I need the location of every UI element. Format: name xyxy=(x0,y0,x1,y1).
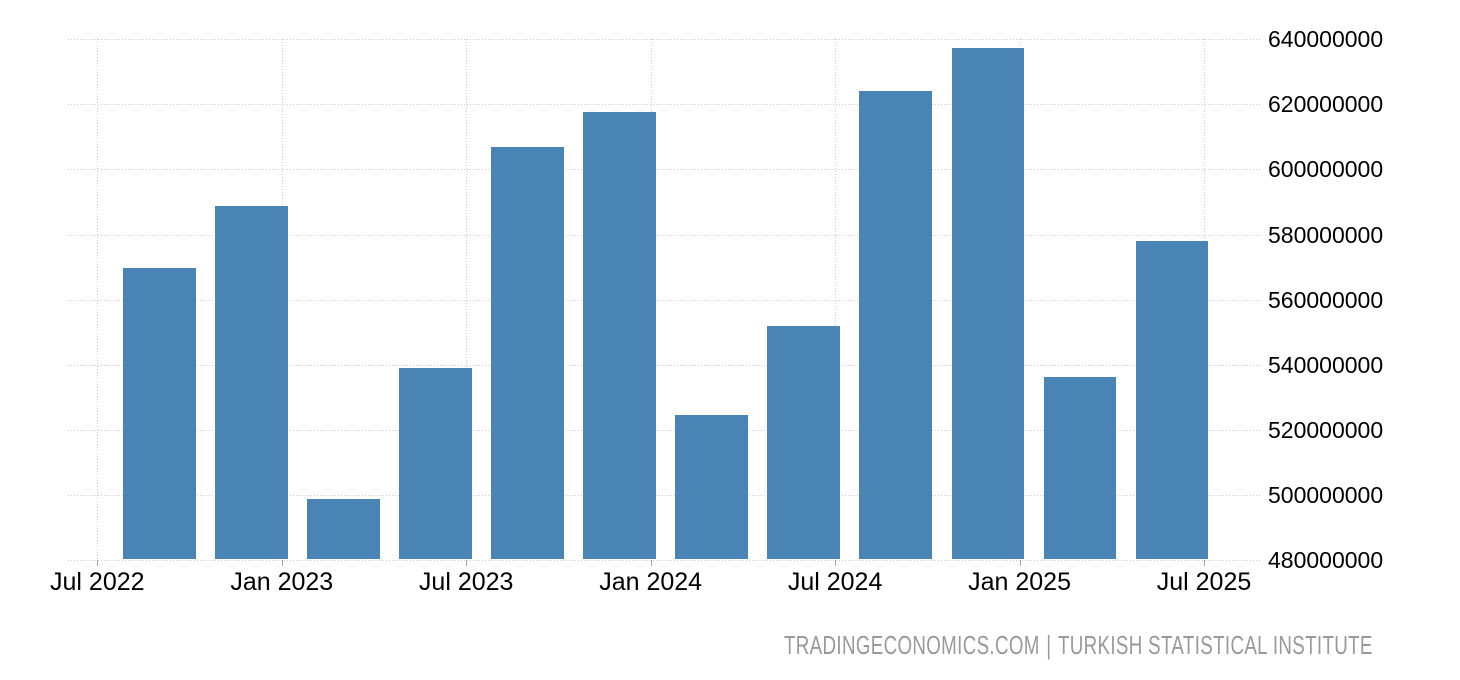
x-axis-tick-label: Jul 2022 xyxy=(50,568,145,596)
x-axis-tick-label: Jan 2025 xyxy=(968,568,1071,596)
x-axis-tick-mark xyxy=(650,560,652,566)
bar-q4-2024[interactable] xyxy=(951,48,1025,559)
bar-q3-2024[interactable] xyxy=(859,91,932,559)
x-axis-tick-label: Jan 2024 xyxy=(599,568,703,596)
attribution: TRADINGECONOMICS.COM | TURKISH STATISTICAL… xyxy=(784,631,1373,659)
bar-q1-2025[interactable] xyxy=(1043,377,1117,559)
h-gridline xyxy=(68,169,1262,171)
y-axis-tick-label: 540000000 xyxy=(1268,351,1384,378)
h-gridline xyxy=(68,429,1262,431)
bar-q1-2023[interactable] xyxy=(307,499,380,559)
v-gridline xyxy=(835,39,837,560)
y-axis-tick-label: 620000000 xyxy=(1268,91,1384,118)
x-axis-tick-mark xyxy=(1204,560,1205,566)
bar-q3-2022[interactable] xyxy=(123,267,196,559)
source-turkish-statistical-institute: TURKISH STATISTICAL INSTITUTE xyxy=(1058,630,1373,660)
y-axis-tick-label: 560000000 xyxy=(1268,286,1384,313)
h-gridline xyxy=(68,364,1262,366)
bar-q3-2023[interactable] xyxy=(491,147,564,559)
y-axis-tick-label: 520000000 xyxy=(1268,416,1384,443)
y-axis-tick-label: 580000000 xyxy=(1268,221,1384,248)
bar-q4-2022[interactable] xyxy=(215,206,288,559)
h-gridline xyxy=(68,560,1262,561)
v-gridline xyxy=(466,39,468,560)
h-gridline xyxy=(68,39,1262,41)
y-axis-tick-label: 480000000 xyxy=(1268,547,1384,573)
v-gridline xyxy=(97,39,99,560)
y-axis-tick-label: 600000000 xyxy=(1268,156,1384,183)
y-axis-tick-label: 500000000 xyxy=(1268,481,1384,508)
h-gridline xyxy=(68,104,1262,106)
y-axis-tick-label: 640000000 xyxy=(1268,26,1384,53)
bar-q4-2023[interactable] xyxy=(583,111,656,559)
x-axis-tick-mark xyxy=(466,560,468,566)
h-gridline xyxy=(68,299,1262,301)
x-axis-tick-label: Jul 2025 xyxy=(1156,568,1252,596)
bar-q2-2023[interactable] xyxy=(399,367,472,559)
h-gridline xyxy=(68,494,1262,496)
x-axis-tick-mark xyxy=(281,560,283,566)
x-axis-tick-label: Jul 2024 xyxy=(787,568,883,596)
x-axis-tick-label: Jul 2023 xyxy=(418,568,514,596)
x-axis-tick-mark xyxy=(835,560,837,566)
bar-q2-2025[interactable] xyxy=(1135,241,1209,559)
bar-q2-2024[interactable] xyxy=(767,326,840,559)
h-gridline xyxy=(68,234,1262,236)
x-axis-tick-mark xyxy=(97,560,99,566)
footer-separator: | xyxy=(1046,630,1052,660)
bar-q1-2024[interactable] xyxy=(675,415,748,559)
x-axis-tick-label: Jan 2023 xyxy=(230,568,334,596)
x-axis-tick-mark xyxy=(1019,560,1021,566)
source-tradingeconomics-link[interactable]: TRADINGECONOMICS.COM xyxy=(784,630,1040,660)
